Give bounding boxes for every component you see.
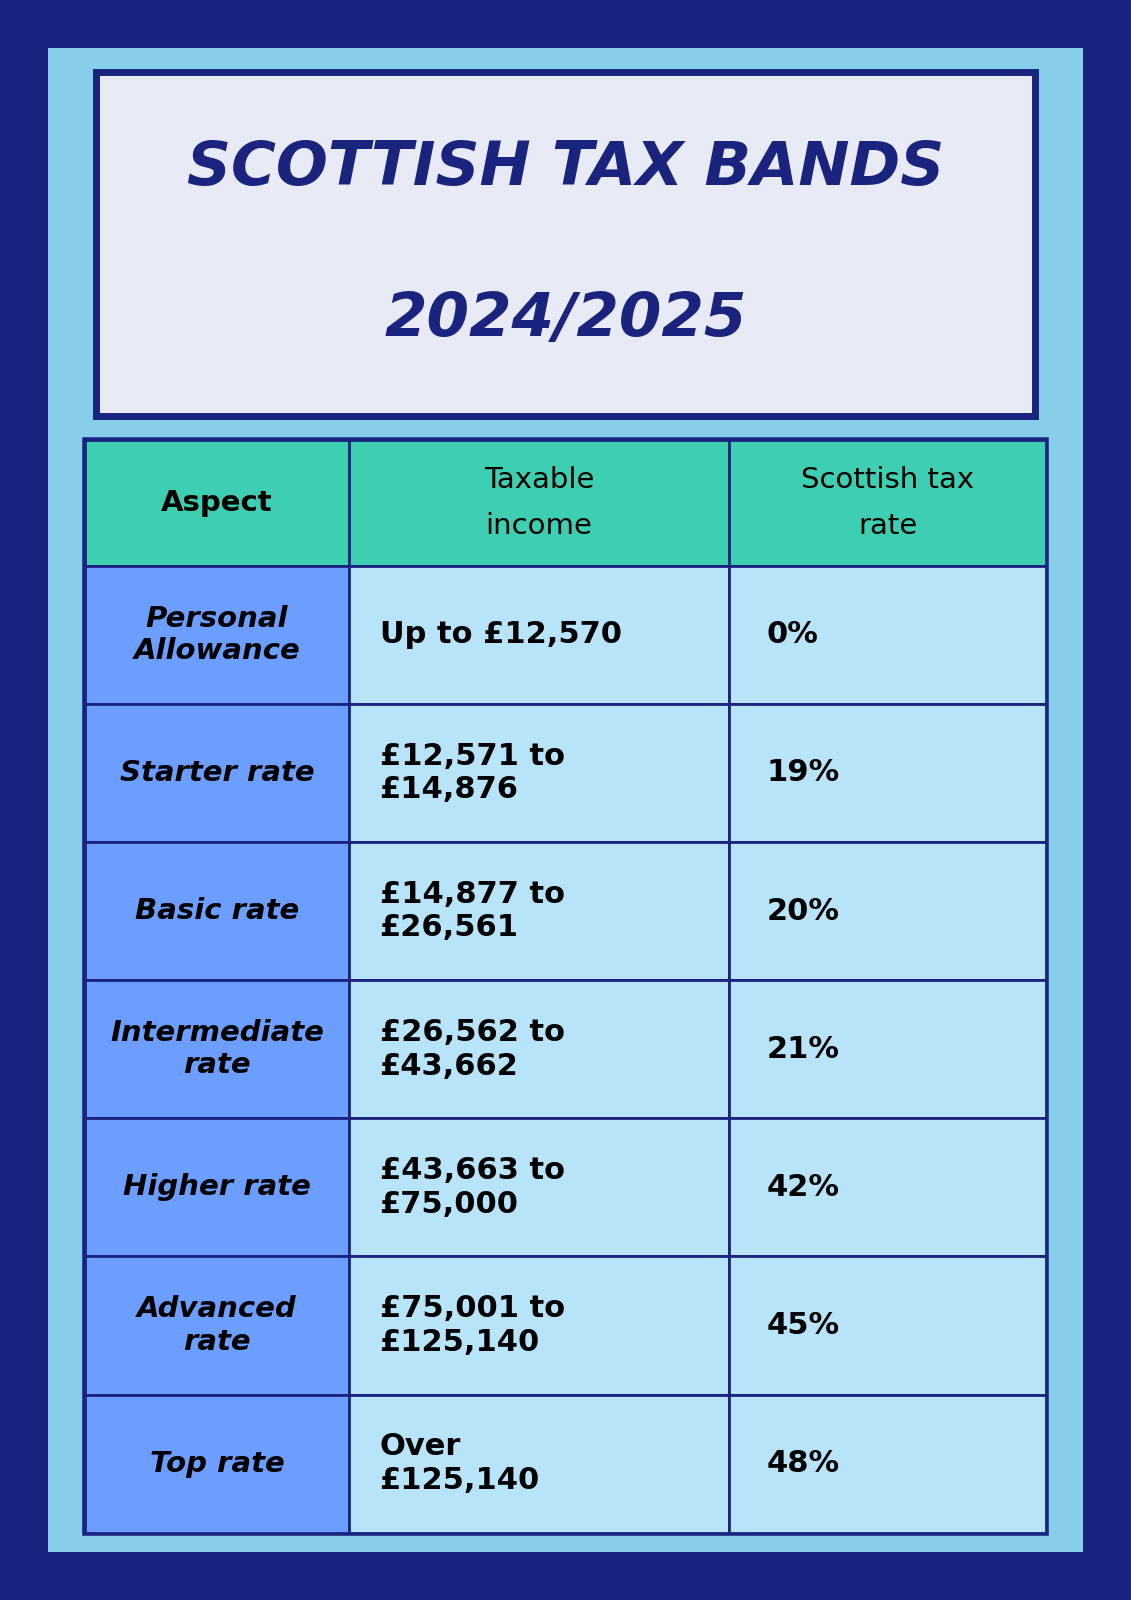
FancyBboxPatch shape [728,981,1046,1118]
Text: 42%: 42% [767,1173,840,1202]
FancyBboxPatch shape [96,72,1035,416]
Text: SCOTTISH TAX BANDS: SCOTTISH TAX BANDS [187,139,944,198]
FancyBboxPatch shape [349,566,728,704]
Text: Personal
Allowance: Personal Allowance [133,605,301,666]
Text: Top rate: Top rate [149,1450,284,1478]
Text: Aspect: Aspect [162,490,273,517]
Text: Starter rate: Starter rate [120,758,314,787]
FancyBboxPatch shape [728,842,1046,981]
FancyBboxPatch shape [349,1118,728,1256]
FancyBboxPatch shape [85,1256,349,1395]
Text: 21%: 21% [767,1035,840,1064]
Text: Scottish tax
rate: Scottish tax rate [801,466,974,539]
Text: 20%: 20% [767,896,840,925]
FancyBboxPatch shape [728,1118,1046,1256]
FancyBboxPatch shape [349,1395,728,1533]
Text: Basic rate: Basic rate [135,898,299,925]
Text: Advanced
rate: Advanced rate [137,1296,296,1355]
Text: Higher rate: Higher rate [123,1173,311,1202]
FancyBboxPatch shape [349,1256,728,1395]
FancyBboxPatch shape [728,1256,1046,1395]
Text: Over
£125,140: Over £125,140 [380,1432,539,1494]
Text: 2024/2025: 2024/2025 [385,290,746,349]
Text: £14,877 to
£26,561: £14,877 to £26,561 [380,880,564,942]
FancyBboxPatch shape [85,566,349,704]
FancyBboxPatch shape [728,440,1046,566]
Text: 19%: 19% [767,758,840,787]
Text: Taxable
income: Taxable income [484,466,594,539]
Text: 0%: 0% [767,621,819,650]
Text: 45%: 45% [767,1310,840,1341]
Text: £12,571 to
£14,876: £12,571 to £14,876 [380,742,564,805]
FancyBboxPatch shape [728,566,1046,704]
FancyBboxPatch shape [85,440,349,566]
FancyBboxPatch shape [85,981,349,1118]
FancyBboxPatch shape [349,842,728,981]
FancyBboxPatch shape [85,440,1046,1533]
FancyBboxPatch shape [728,704,1046,842]
FancyBboxPatch shape [48,48,1083,1552]
Text: £75,001 to
£125,140: £75,001 to £125,140 [380,1294,564,1357]
FancyBboxPatch shape [85,1118,349,1256]
FancyBboxPatch shape [85,1395,349,1533]
FancyBboxPatch shape [349,981,728,1118]
FancyBboxPatch shape [728,1395,1046,1533]
Text: 48%: 48% [767,1450,840,1478]
Text: Intermediate
rate: Intermediate rate [110,1019,323,1080]
FancyBboxPatch shape [85,842,349,981]
Text: £43,663 to
£75,000: £43,663 to £75,000 [380,1157,564,1219]
FancyBboxPatch shape [349,440,728,566]
Text: Up to £12,570: Up to £12,570 [380,621,622,650]
Text: £26,562 to
£43,662: £26,562 to £43,662 [380,1018,564,1080]
FancyBboxPatch shape [349,704,728,842]
FancyBboxPatch shape [85,704,349,842]
